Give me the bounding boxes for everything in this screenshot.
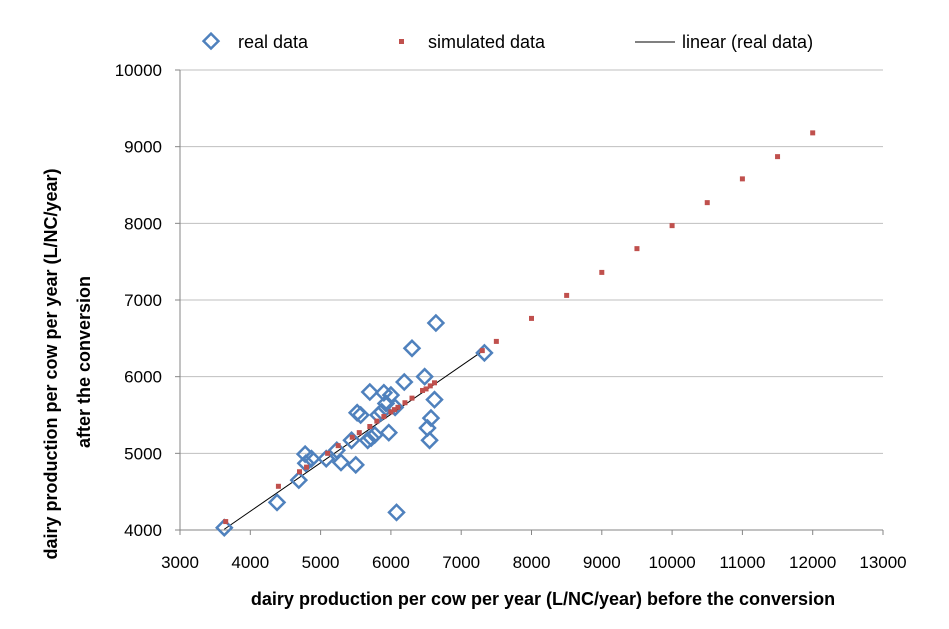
real-data-point-1 — [267, 493, 287, 512]
legend: real data simulated data linear (real da… — [201, 31, 813, 52]
x-tick-label-7000: 7000 — [442, 553, 480, 572]
simulated-data-point-2 — [297, 469, 303, 475]
simulated-data-point-11 — [388, 409, 394, 415]
simulated-data-point-18 — [427, 383, 433, 389]
real-data-point-2 — [289, 470, 309, 490]
x-tick-label-8000: 8000 — [513, 553, 551, 572]
simulated-data-point-22 — [529, 315, 534, 321]
y-axis-title-line1: dairy production per cow per year (L/NC/… — [41, 168, 61, 559]
real-data-point-27 — [415, 367, 434, 386]
simulated-data-point-13 — [395, 404, 401, 410]
y-tick-label-8000: 8000 — [124, 214, 162, 233]
simulated-data-point-27 — [704, 200, 710, 206]
simulated-data-point-12 — [391, 407, 397, 413]
simulated-data-point-25 — [634, 246, 640, 252]
simulated-data-point-26 — [669, 223, 675, 229]
legend-label-real-data: real data — [238, 32, 309, 52]
x-tick-label-12000: 12000 — [789, 553, 836, 572]
legend-marker-real-data — [201, 31, 221, 51]
simulated-data-point-3 — [304, 464, 310, 470]
y-tick-label-6000: 6000 — [124, 368, 162, 387]
simulated-data-point-8 — [367, 424, 373, 429]
simulated-data-point-0 — [223, 519, 229, 525]
simulated-data-point-30 — [810, 130, 816, 136]
real-data-point-12 — [351, 405, 370, 425]
real-data-point-14 — [360, 382, 380, 402]
real-data-point-26 — [402, 339, 422, 358]
real-data-point-16 — [365, 425, 384, 445]
simulated-data-point-17 — [423, 386, 429, 392]
simulated-data-point-1 — [275, 483, 281, 489]
simulated-data-point-19 — [431, 380, 437, 386]
real-data-point-4 — [296, 454, 316, 473]
simulated-data-point-7 — [356, 430, 362, 436]
real-data-point-9 — [342, 431, 361, 450]
y-tick-label-4000: 4000 — [124, 521, 162, 540]
simulated-data-point-20 — [479, 348, 485, 354]
x-tick-label-11000: 11000 — [719, 553, 765, 572]
real-data-point-5 — [302, 449, 321, 468]
simulated-data-point-23 — [564, 292, 570, 298]
legend-label-linear: linear (real data) — [682, 32, 813, 52]
y-tick-label-5000: 5000 — [124, 444, 162, 463]
real-data-point-25 — [394, 372, 414, 392]
x-tick-label-4000: 4000 — [231, 553, 269, 572]
real-data-point-32 — [426, 313, 446, 333]
y-tick-label-7000: 7000 — [124, 291, 162, 310]
x-tick-label-10000: 10000 — [648, 553, 695, 572]
simulated-data-point-16 — [420, 387, 426, 393]
legend-marker-simulated-data — [399, 39, 404, 44]
real-data-point-30 — [421, 408, 441, 428]
x-tick-label-5000: 5000 — [302, 553, 340, 572]
simulated-data-point-15 — [409, 395, 415, 401]
real-data-point-10 — [346, 455, 366, 475]
series-layer — [215, 130, 816, 537]
simulated-data-point-10 — [381, 414, 387, 420]
x-tick-label-6000: 6000 — [372, 553, 410, 572]
real-data-point-31 — [425, 390, 444, 409]
legend-label-simulated-data: simulated data — [428, 32, 546, 52]
grid-layer — [180, 69, 883, 454]
simulated-data-point-4 — [325, 450, 331, 456]
simulated-data-point-28 — [739, 176, 745, 182]
simulated-data-point-9 — [374, 418, 380, 424]
real-data-point-29 — [420, 431, 439, 450]
real-data-point-8 — [331, 453, 351, 472]
x-tick-label-13000: 13000 — [859, 553, 906, 572]
simulated-data-point-21 — [493, 338, 499, 344]
simulated-data-point-5 — [335, 443, 341, 449]
simulated-data-point-6 — [349, 434, 355, 440]
simulated-data-point-24 — [599, 269, 605, 275]
real-data-point-21 — [379, 423, 399, 442]
x-tick-label-9000: 9000 — [583, 553, 621, 572]
simulated-data-point-14 — [402, 400, 408, 406]
y-tick-label-10000: 10000 — [115, 61, 162, 80]
x-axis-title: dairy production per cow per year (L/NC/… — [251, 589, 835, 609]
simulated-data-point-29 — [775, 154, 781, 160]
real-data-point-24 — [387, 503, 406, 522]
y-axis-title-line2: after the conversion — [74, 276, 94, 448]
tick-layer: 4000 5000 6000 7000 8000 9000 10000 3000 4000 500… — [115, 61, 907, 572]
x-tick-label-3000: 3000 — [161, 553, 199, 572]
y-tick-label-9000: 9000 — [124, 138, 162, 157]
